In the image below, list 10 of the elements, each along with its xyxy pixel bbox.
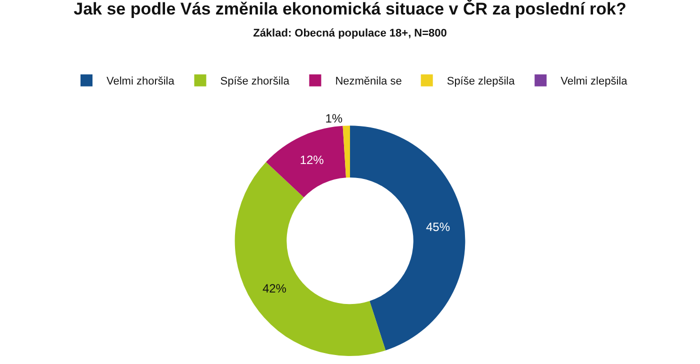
legend-label: Velmi zhoršila [106,76,176,88]
data-label: 12% [300,153,324,168]
chart-subtitle: Základ: Obecná populace 18+, N=800 [253,28,447,40]
data-label: 45% [426,220,450,234]
data-label: 42% [262,282,287,296]
legend-label: Spíše zlepšila [446,76,516,88]
legend-label: Spíše zhoršila [220,76,290,88]
legend-label: Nezměnila se [335,76,402,88]
legend-label: Velmi zlepšila [560,76,628,88]
data-label: 1% [325,112,343,126]
